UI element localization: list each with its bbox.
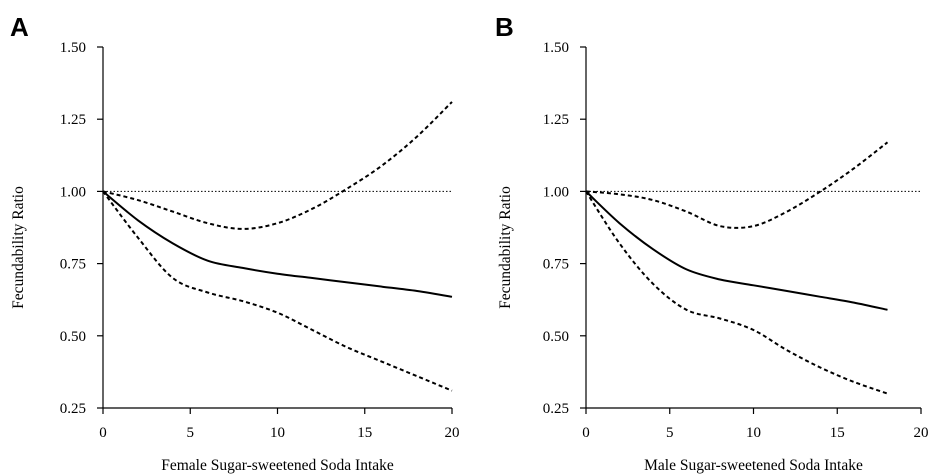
panel-a: A 0.25 0.50 0.75 1.00 1.25 1.50 0 5 10 15 20 Female … bbox=[10, 12, 460, 474]
x-axis-title: Female Sugar-sweetened Soda Intake bbox=[161, 457, 394, 474]
lower-ci-line bbox=[102, 190, 453, 392]
panel-letter: B bbox=[495, 12, 514, 42]
x-tick-label: 20 bbox=[445, 425, 460, 441]
y-tick-label: 1.50 bbox=[60, 40, 86, 56]
x-tick-label: 0 bbox=[99, 425, 107, 441]
x-tick-label: 10 bbox=[746, 425, 761, 441]
y-tick-label: 1.00 bbox=[60, 184, 86, 200]
y-tick-label: 0.75 bbox=[60, 257, 86, 273]
x-tick-label: 20 bbox=[914, 425, 929, 441]
y-tick-label: 0.50 bbox=[60, 329, 86, 345]
x-tick-label: 5 bbox=[187, 425, 195, 441]
y-tick-label: 1.25 bbox=[543, 112, 569, 128]
y-tick-label: 1.50 bbox=[543, 40, 569, 56]
y-tick-label: 0.25 bbox=[543, 401, 569, 417]
y-tick-label: 0.75 bbox=[543, 257, 569, 273]
y-axis-title: Fecundability Ratio bbox=[10, 186, 27, 309]
x-axis-title: Male Sugar-sweetened Soda Intake bbox=[644, 457, 863, 474]
y-tick-label: 1.00 bbox=[543, 184, 569, 200]
y-tick-label: 0.50 bbox=[543, 329, 569, 345]
lower-ci-line bbox=[585, 190, 888, 395]
x-tick-label: 5 bbox=[666, 425, 674, 441]
x-tick-label: 0 bbox=[582, 425, 590, 441]
upper-ci-line bbox=[102, 101, 453, 230]
estimate-line bbox=[585, 190, 888, 311]
x-tick-label: 15 bbox=[830, 425, 845, 441]
upper-ci-line bbox=[585, 141, 889, 229]
y-tick-label: 0.25 bbox=[60, 401, 86, 417]
y-axis-title: Fecundability Ratio bbox=[497, 186, 514, 309]
x-tick-label: 15 bbox=[357, 425, 372, 441]
y-tick-label: 1.25 bbox=[60, 112, 86, 128]
estimate-line bbox=[102, 190, 453, 298]
panel-b: B 0.25 0.50 0.75 1.00 1.25 1.50 0 5 10 15 20 Male Su… bbox=[495, 12, 929, 474]
panel-letter: A bbox=[10, 12, 29, 42]
x-tick-label: 10 bbox=[270, 425, 285, 441]
